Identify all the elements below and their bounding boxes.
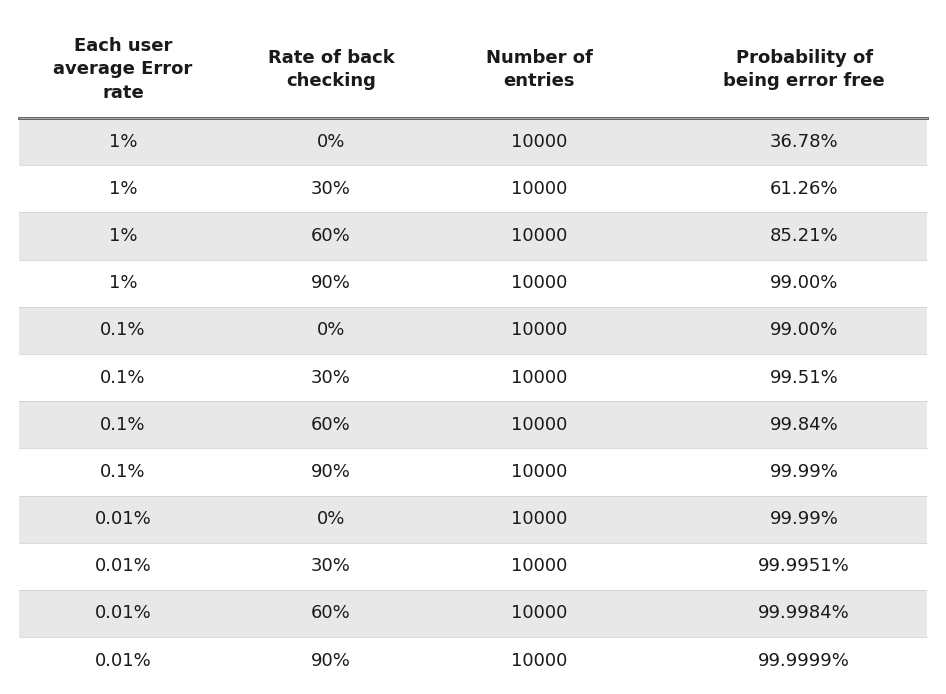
Text: 0.01%: 0.01% (95, 510, 151, 528)
Text: 0.1%: 0.1% (100, 416, 146, 434)
Text: 60%: 60% (311, 416, 351, 434)
Text: 30%: 30% (311, 557, 351, 575)
Bar (19, 307, 927, 354)
Text: 99.9984%: 99.9984% (759, 604, 850, 623)
Text: 99.00%: 99.00% (770, 274, 838, 292)
Bar (19, 401, 927, 448)
Text: 10000: 10000 (511, 652, 568, 670)
Text: 0%: 0% (317, 510, 345, 528)
Text: 99.99%: 99.99% (770, 463, 838, 481)
Text: 85.21%: 85.21% (770, 227, 838, 245)
Text: 10000: 10000 (511, 180, 568, 198)
Text: Rate of back
checking: Rate of back checking (268, 49, 394, 90)
Text: 0.01%: 0.01% (95, 557, 151, 575)
Text: 10000: 10000 (511, 227, 568, 245)
Text: 1%: 1% (109, 227, 137, 245)
Text: 10000: 10000 (511, 416, 568, 434)
Text: 90%: 90% (311, 652, 351, 670)
Text: 30%: 30% (311, 369, 351, 387)
Text: 60%: 60% (311, 604, 351, 623)
Text: 1%: 1% (109, 274, 137, 292)
Bar (19, 496, 927, 543)
Bar (19, 212, 927, 260)
Text: 10000: 10000 (511, 604, 568, 623)
Text: 90%: 90% (311, 463, 351, 481)
Text: 1%: 1% (109, 180, 137, 198)
Text: 1%: 1% (109, 133, 137, 151)
Text: 99.9999%: 99.9999% (758, 652, 850, 670)
Text: 0%: 0% (317, 321, 345, 339)
Text: 99.99%: 99.99% (770, 510, 838, 528)
Text: Each user
average Error
rate: Each user average Error rate (53, 37, 193, 102)
Text: 99.9951%: 99.9951% (759, 557, 850, 575)
Text: 30%: 30% (311, 180, 351, 198)
Text: 0.01%: 0.01% (95, 652, 151, 670)
Text: 0.1%: 0.1% (100, 463, 146, 481)
Text: 61.26%: 61.26% (770, 180, 838, 198)
Text: 10000: 10000 (511, 557, 568, 575)
Text: 0%: 0% (317, 133, 345, 151)
Text: 10000: 10000 (511, 274, 568, 292)
Text: 99.51%: 99.51% (770, 369, 838, 387)
Bar (19, 590, 927, 637)
Text: 10000: 10000 (511, 369, 568, 387)
Text: 99.00%: 99.00% (770, 321, 838, 339)
Text: 60%: 60% (311, 227, 351, 245)
Text: 0.01%: 0.01% (95, 604, 151, 623)
Text: 99.84%: 99.84% (770, 416, 838, 434)
Text: 10000: 10000 (511, 133, 568, 151)
Text: 10000: 10000 (511, 463, 568, 481)
Text: 0.1%: 0.1% (100, 321, 146, 339)
Text: 0.1%: 0.1% (100, 369, 146, 387)
Text: Number of
entries: Number of entries (486, 49, 592, 90)
Text: 10000: 10000 (511, 510, 568, 528)
Text: Probability of
being error free: Probability of being error free (724, 49, 885, 90)
Text: 90%: 90% (311, 274, 351, 292)
Text: 36.78%: 36.78% (770, 133, 838, 151)
Text: 10000: 10000 (511, 321, 568, 339)
Bar (19, 118, 927, 165)
